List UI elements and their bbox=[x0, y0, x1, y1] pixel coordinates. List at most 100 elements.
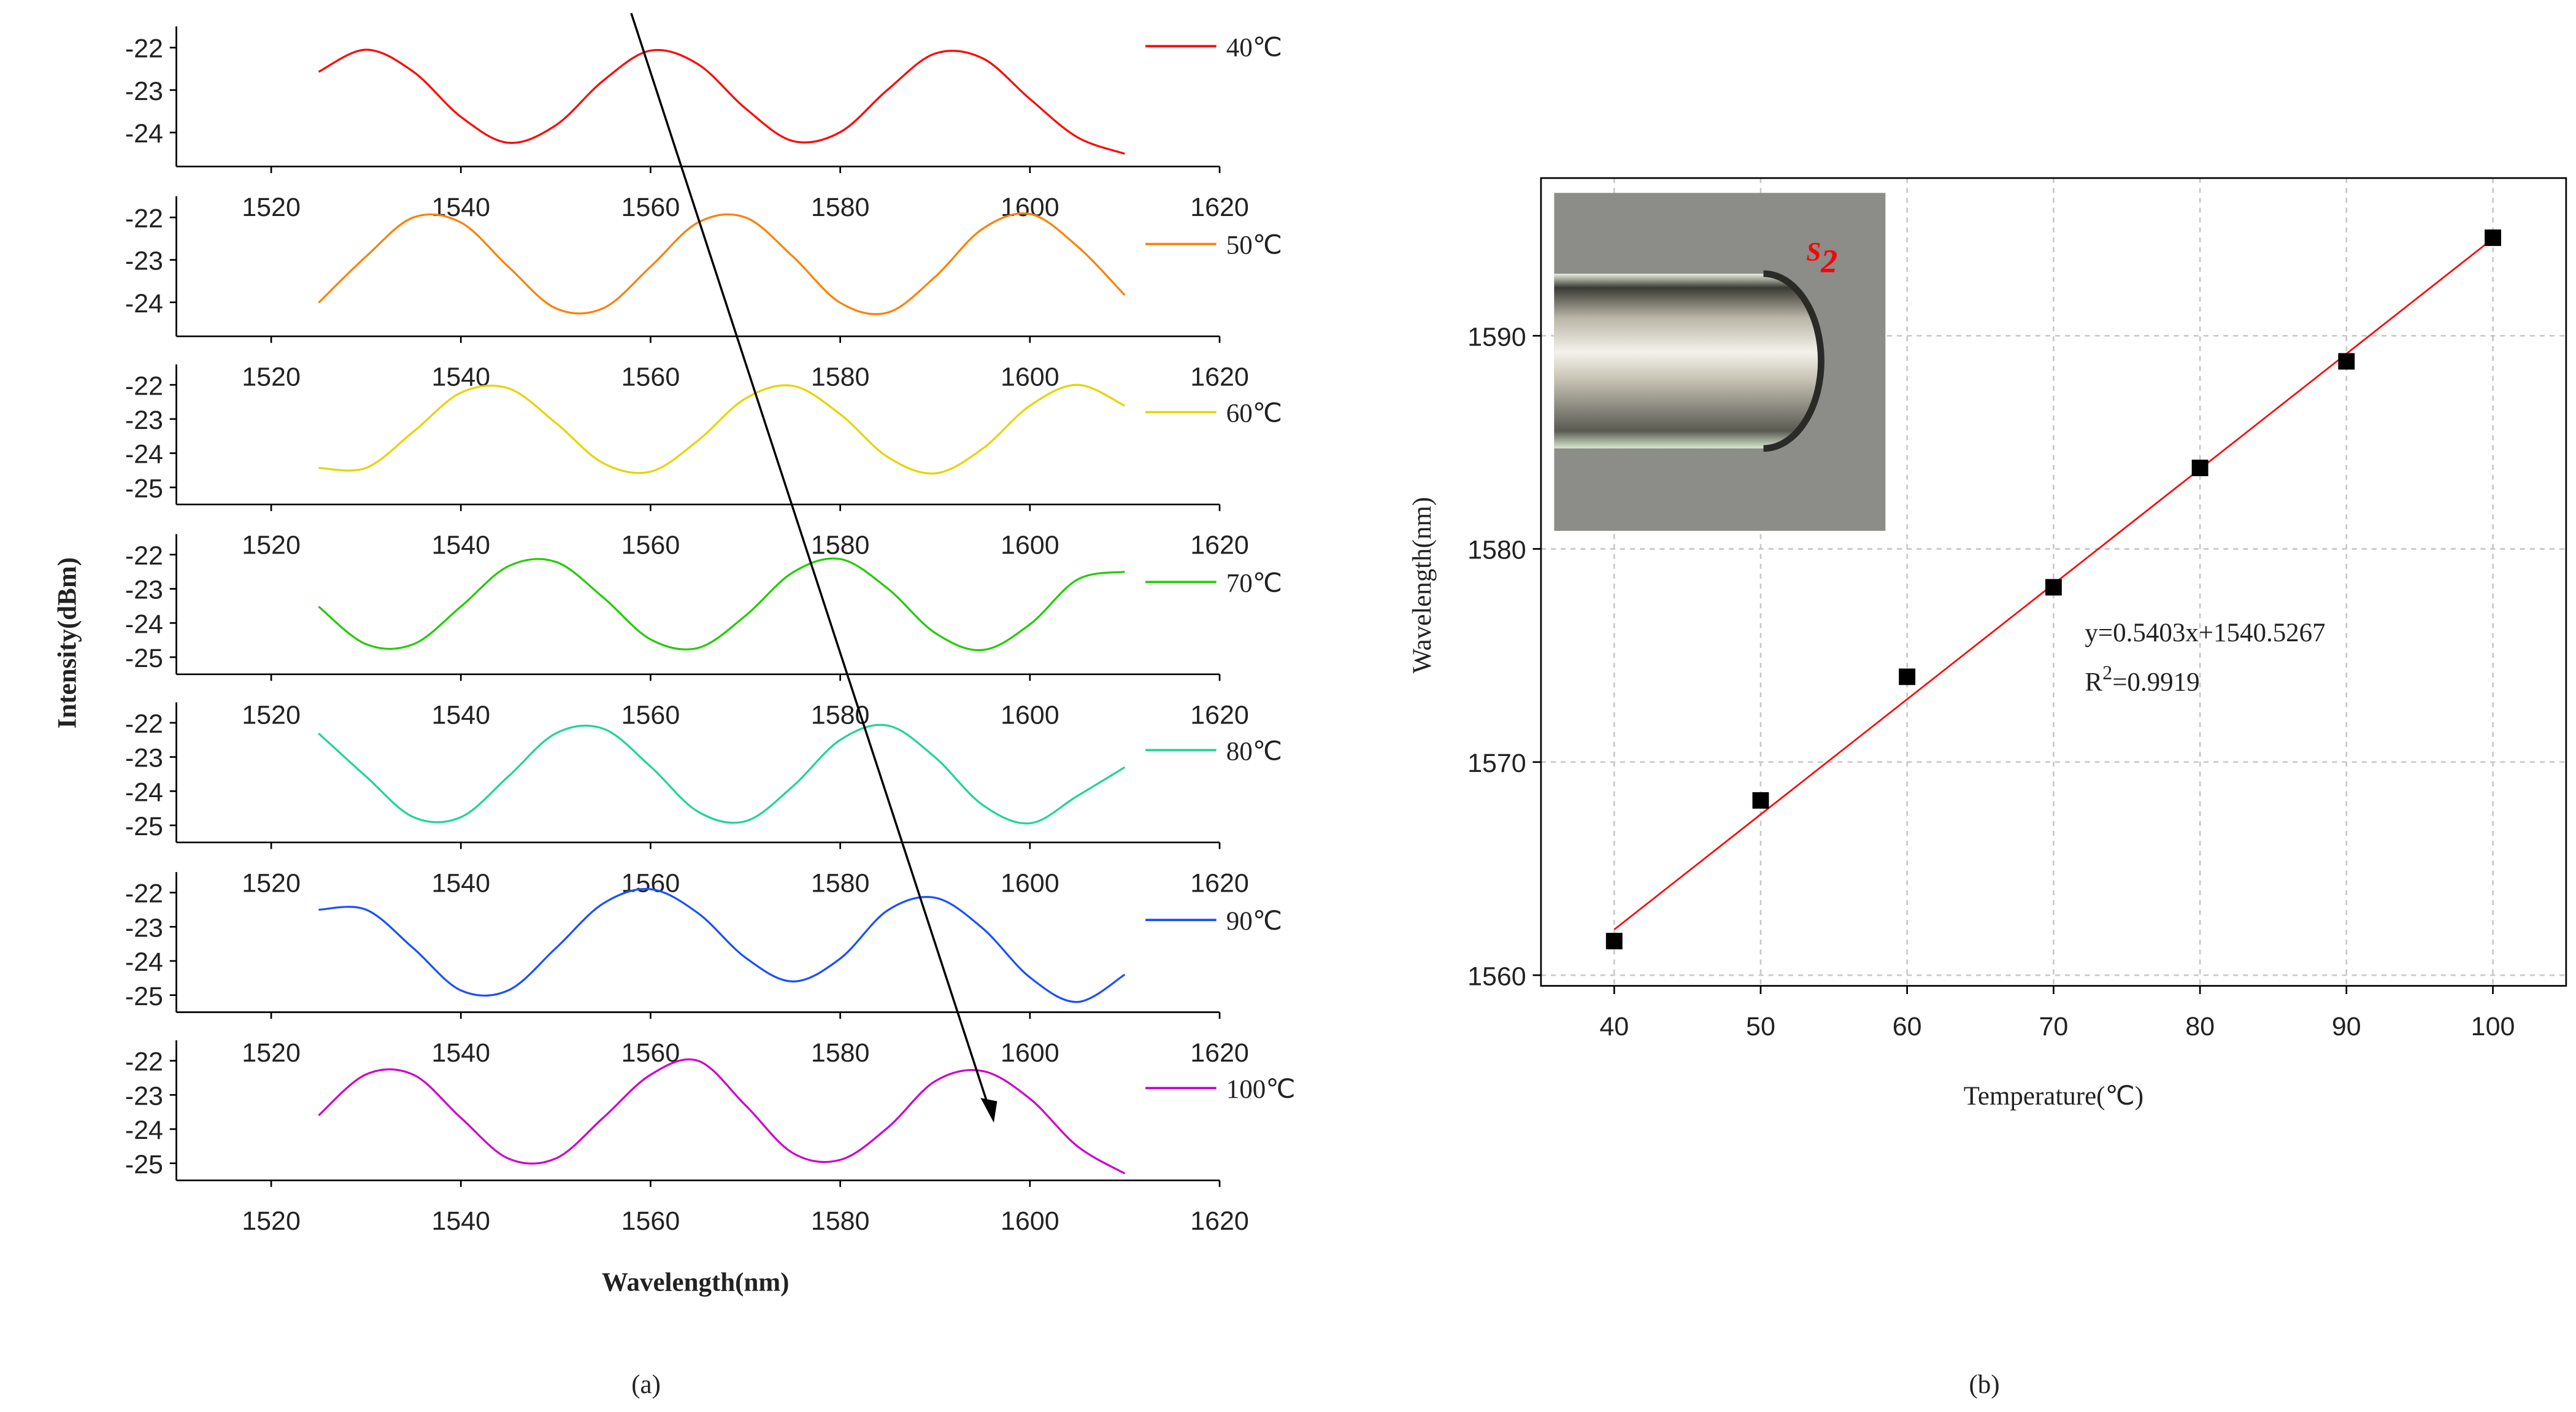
x-tick-label: 40 bbox=[1599, 1012, 1629, 1041]
y-tick-label: -23 bbox=[125, 744, 163, 773]
y-tick-label: -24 bbox=[125, 609, 163, 639]
legend-label: 50℃ bbox=[1226, 231, 1282, 260]
legend-label: 80℃ bbox=[1226, 737, 1282, 766]
x-tick-label: 1600 bbox=[1001, 363, 1059, 392]
data-point bbox=[1605, 933, 1623, 950]
spectrum-line bbox=[318, 887, 1126, 1003]
x-tick-label: 1520 bbox=[242, 700, 301, 730]
inset-label-base: S bbox=[1806, 237, 1821, 266]
x-tick-label: 1580 bbox=[811, 868, 870, 898]
inset-label: S2 bbox=[1806, 237, 1837, 279]
data-point bbox=[1752, 792, 1769, 809]
legend-label: 60℃ bbox=[1226, 399, 1282, 428]
x-tick-label: 1620 bbox=[1190, 700, 1249, 730]
y-tick-label: -23 bbox=[125, 576, 163, 605]
x-tick-label: 1540 bbox=[431, 193, 490, 222]
x-tick-label: 1600 bbox=[1001, 868, 1059, 898]
x-tick-label: 1540 bbox=[431, 1206, 490, 1236]
x-tick-label: 1580 bbox=[811, 363, 870, 392]
data-point bbox=[2338, 353, 2355, 370]
x-tick-label: 1560 bbox=[621, 868, 680, 898]
y-tick-label: 1560 bbox=[1467, 962, 1526, 991]
x-tick-label: 1540 bbox=[431, 531, 490, 560]
r-squared-value: =0.9919 bbox=[2112, 668, 2199, 697]
x-tick-label: 1620 bbox=[1190, 1038, 1249, 1068]
spectrum-line bbox=[318, 1058, 1126, 1175]
legend-label: 40℃ bbox=[1226, 33, 1282, 62]
y-tick-label: -23 bbox=[125, 406, 163, 435]
fit-equation: y=0.5403x+1540.5267 bbox=[2085, 619, 2325, 647]
x-tick-label: 90 bbox=[2332, 1012, 2361, 1041]
inset-photo bbox=[1554, 193, 1886, 531]
y-tick-label: -22 bbox=[125, 879, 163, 909]
y-tick-label: -24 bbox=[125, 1116, 163, 1145]
x-tick-label: 1620 bbox=[1190, 1206, 1249, 1236]
x-tick-label: 1540 bbox=[431, 700, 490, 730]
x-tick-label: 1520 bbox=[242, 1206, 301, 1236]
y-tick-label: -25 bbox=[125, 474, 163, 503]
x-tick-label: 100 bbox=[2471, 1012, 2515, 1041]
r-squared: R2=0.9919 bbox=[2085, 662, 2199, 697]
y-tick-label: -23 bbox=[125, 913, 163, 943]
y-tick-label: -24 bbox=[125, 289, 163, 318]
y-tick-label: -25 bbox=[125, 1150, 163, 1179]
spectrum-line bbox=[318, 384, 1126, 475]
r-squared-sup: 2 bbox=[2102, 662, 2112, 684]
x-tick-label: 1580 bbox=[811, 193, 870, 222]
x-tick-label: 1520 bbox=[242, 363, 301, 392]
x-tick-label: 1600 bbox=[1001, 193, 1059, 222]
x-tick-label: 70 bbox=[2039, 1012, 2068, 1041]
x-tick-label: 1600 bbox=[1001, 700, 1059, 730]
data-point bbox=[1899, 668, 1916, 685]
x-tick-label: 1540 bbox=[431, 868, 490, 898]
y-tick-label: 1570 bbox=[1467, 749, 1526, 778]
x-tick-label: 80 bbox=[2185, 1012, 2215, 1041]
y-tick-label: -23 bbox=[125, 247, 163, 276]
shift-arrow bbox=[630, 12, 998, 1123]
y-tick-label: -25 bbox=[125, 812, 163, 841]
data-point bbox=[2485, 229, 2501, 246]
panel-label: (b) bbox=[1969, 1370, 1999, 1399]
spectrum-line bbox=[318, 723, 1126, 825]
r-squared-base: R bbox=[2085, 668, 2102, 697]
x-tick-label: 1580 bbox=[811, 1038, 870, 1068]
y-tick-label: -25 bbox=[125, 644, 163, 673]
y-tick-label: -22 bbox=[125, 709, 163, 739]
x-tick-label: 1560 bbox=[621, 363, 680, 392]
inset-label-sub: 2 bbox=[1820, 242, 1837, 279]
y-tick-label: -25 bbox=[125, 982, 163, 1011]
x-tick-label: 1540 bbox=[431, 363, 490, 392]
x-tick-label: 1600 bbox=[1001, 1206, 1059, 1236]
legend-label: 90℃ bbox=[1226, 907, 1282, 936]
x-tick-label: 1600 bbox=[1001, 531, 1059, 560]
y-tick-label: -24 bbox=[125, 119, 163, 149]
data-point bbox=[2045, 579, 2062, 596]
legend-label: 100℃ bbox=[1226, 1075, 1296, 1104]
y-tick-label: -22 bbox=[125, 541, 163, 571]
x-tick-label: 1600 bbox=[1001, 1038, 1059, 1068]
spectrum-line bbox=[318, 557, 1125, 652]
x-tick-label: 1560 bbox=[621, 193, 680, 222]
y-tick-label: -24 bbox=[125, 440, 163, 469]
y-tick-label: -24 bbox=[125, 947, 163, 977]
x-tick-label: 1580 bbox=[811, 531, 870, 560]
y-tick-label: -24 bbox=[125, 777, 163, 807]
x-tick-label: 1560 bbox=[621, 531, 680, 560]
x-axis-label: Wavelength(nm) bbox=[602, 1268, 790, 1297]
y-tick-label: -22 bbox=[125, 204, 163, 233]
x-tick-label: 1620 bbox=[1190, 193, 1249, 222]
x-tick-label: 1540 bbox=[431, 1038, 490, 1068]
x-tick-label: 1520 bbox=[242, 1038, 301, 1068]
x-tick-label: 1520 bbox=[242, 193, 301, 222]
x-tick-label: 1560 bbox=[621, 1206, 680, 1236]
spectrum-line bbox=[318, 212, 1126, 315]
x-tick-label: 1520 bbox=[242, 868, 301, 898]
y-tick-label: -22 bbox=[125, 1047, 163, 1077]
x-tick-label: 1560 bbox=[621, 1038, 680, 1068]
x-axis-label: Temperature(℃) bbox=[1964, 1082, 2143, 1111]
x-tick-label: 1580 bbox=[811, 1206, 870, 1236]
y-tick-label: -22 bbox=[125, 371, 163, 401]
legend-label: 70℃ bbox=[1226, 569, 1282, 598]
y-axis-label: Wavelength(nm) bbox=[1408, 497, 1437, 674]
